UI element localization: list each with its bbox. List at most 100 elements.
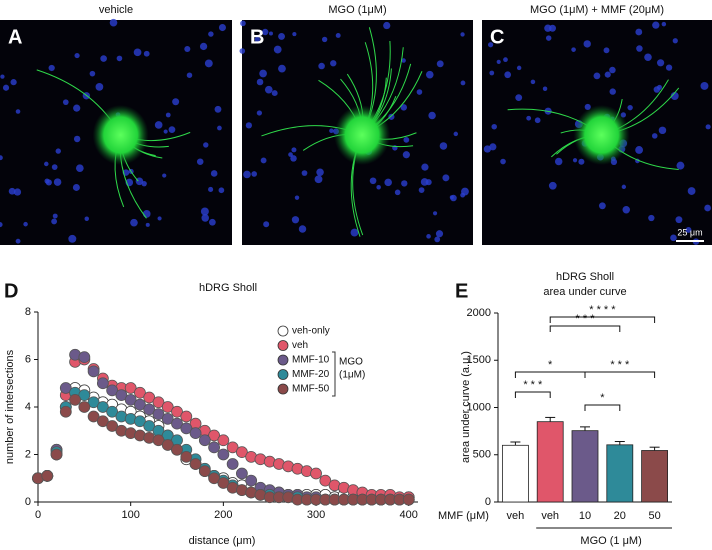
nucleus xyxy=(487,42,494,48)
nucleus xyxy=(298,225,307,233)
significance-bracket xyxy=(514,391,551,398)
bar xyxy=(606,444,634,503)
nucleus xyxy=(154,121,163,129)
data-point xyxy=(59,382,72,394)
data-point xyxy=(152,396,165,409)
data-point xyxy=(198,434,211,447)
nucleus xyxy=(0,221,3,228)
nucleus xyxy=(278,64,286,73)
nucleus xyxy=(75,164,84,173)
bar xyxy=(536,421,564,503)
panel-letter: E xyxy=(455,280,468,302)
nucleus xyxy=(48,64,55,72)
data-point xyxy=(189,458,202,470)
nucleus xyxy=(72,183,80,191)
group-label: MGO (1 μM) xyxy=(580,535,641,547)
nucleus xyxy=(425,70,434,79)
nucleus xyxy=(145,222,150,227)
image-title: MGO (1μM) + MMF (20μM) xyxy=(530,4,664,16)
nucleus xyxy=(251,171,258,177)
panel-letter: A xyxy=(8,26,22,48)
panel-letter: D xyxy=(4,280,18,302)
data-point xyxy=(143,420,156,432)
series xyxy=(32,393,415,506)
nucleus xyxy=(425,179,432,186)
data-point xyxy=(208,429,220,442)
nucleus xyxy=(95,82,104,91)
data-point xyxy=(50,448,63,461)
nucleus xyxy=(52,213,58,219)
data-point xyxy=(319,474,332,487)
data-point xyxy=(134,415,146,428)
nucleus xyxy=(603,47,610,54)
data-point xyxy=(143,391,156,404)
nucleus xyxy=(416,89,423,95)
nucleus xyxy=(13,188,22,196)
nucleus xyxy=(426,234,431,239)
y-tick-label: 8 xyxy=(25,306,31,318)
nucleus xyxy=(260,157,267,164)
nucleus xyxy=(658,126,667,135)
nucleus xyxy=(44,178,50,184)
nucleus xyxy=(432,211,438,216)
nucleus xyxy=(292,32,297,37)
nucleus xyxy=(435,230,444,238)
y-tick-label: 1000 xyxy=(467,401,491,413)
nucleus xyxy=(453,131,459,137)
nucleus xyxy=(526,115,532,121)
nucleus xyxy=(130,218,138,227)
nucleus xyxy=(294,195,300,200)
data-point xyxy=(134,398,146,411)
nucleus xyxy=(402,151,410,159)
nucleus xyxy=(15,238,21,244)
nucleus xyxy=(384,178,392,187)
significance-bracket xyxy=(549,325,621,332)
nucleus xyxy=(133,48,142,57)
nucleus xyxy=(201,214,209,222)
y-tick-label: 6 xyxy=(25,353,31,365)
data-point xyxy=(245,474,258,487)
nucleus xyxy=(604,71,611,78)
nucleus xyxy=(263,221,270,228)
legend-label: MMF-20 xyxy=(292,369,330,380)
data-point xyxy=(96,415,109,428)
significance-bracket xyxy=(514,371,586,378)
y-tick-label: 500 xyxy=(473,449,491,461)
nucleus xyxy=(73,135,81,143)
y-tick-label: 4 xyxy=(25,401,31,413)
nucleus xyxy=(208,186,214,192)
nucleus xyxy=(74,52,80,59)
y-tick-label: 1500 xyxy=(467,354,491,366)
nucleus xyxy=(670,92,679,101)
nucleus xyxy=(421,163,429,171)
legend-label: veh xyxy=(292,340,308,351)
nucleus xyxy=(62,99,69,106)
nucleus xyxy=(676,161,685,170)
nucleus xyxy=(84,216,89,221)
nucleus xyxy=(418,187,425,193)
nucleus xyxy=(504,71,512,79)
nucleus xyxy=(321,36,328,43)
nucleus xyxy=(685,227,692,233)
legend-marker xyxy=(277,340,289,351)
nucleus xyxy=(116,55,123,62)
data-point xyxy=(180,422,193,435)
nucleus xyxy=(318,62,325,70)
x-axis-label: distance (μm) xyxy=(189,535,256,547)
data-point xyxy=(152,408,165,421)
x-tick-label: 100 xyxy=(122,509,140,521)
nucleus xyxy=(598,202,606,210)
data-point xyxy=(106,405,119,418)
nucleus xyxy=(489,70,495,76)
micrograph xyxy=(482,20,712,245)
nucleus xyxy=(428,111,436,120)
nucleus xyxy=(545,35,552,41)
legend-marker xyxy=(277,383,289,395)
nucleus xyxy=(142,210,151,218)
x-tick-label: veh xyxy=(507,510,525,522)
cell-body xyxy=(92,105,149,165)
nucleus xyxy=(578,158,585,165)
nucleus xyxy=(376,184,381,190)
chart-title: hDRG Sholl xyxy=(199,282,257,294)
nucleus xyxy=(44,161,49,167)
